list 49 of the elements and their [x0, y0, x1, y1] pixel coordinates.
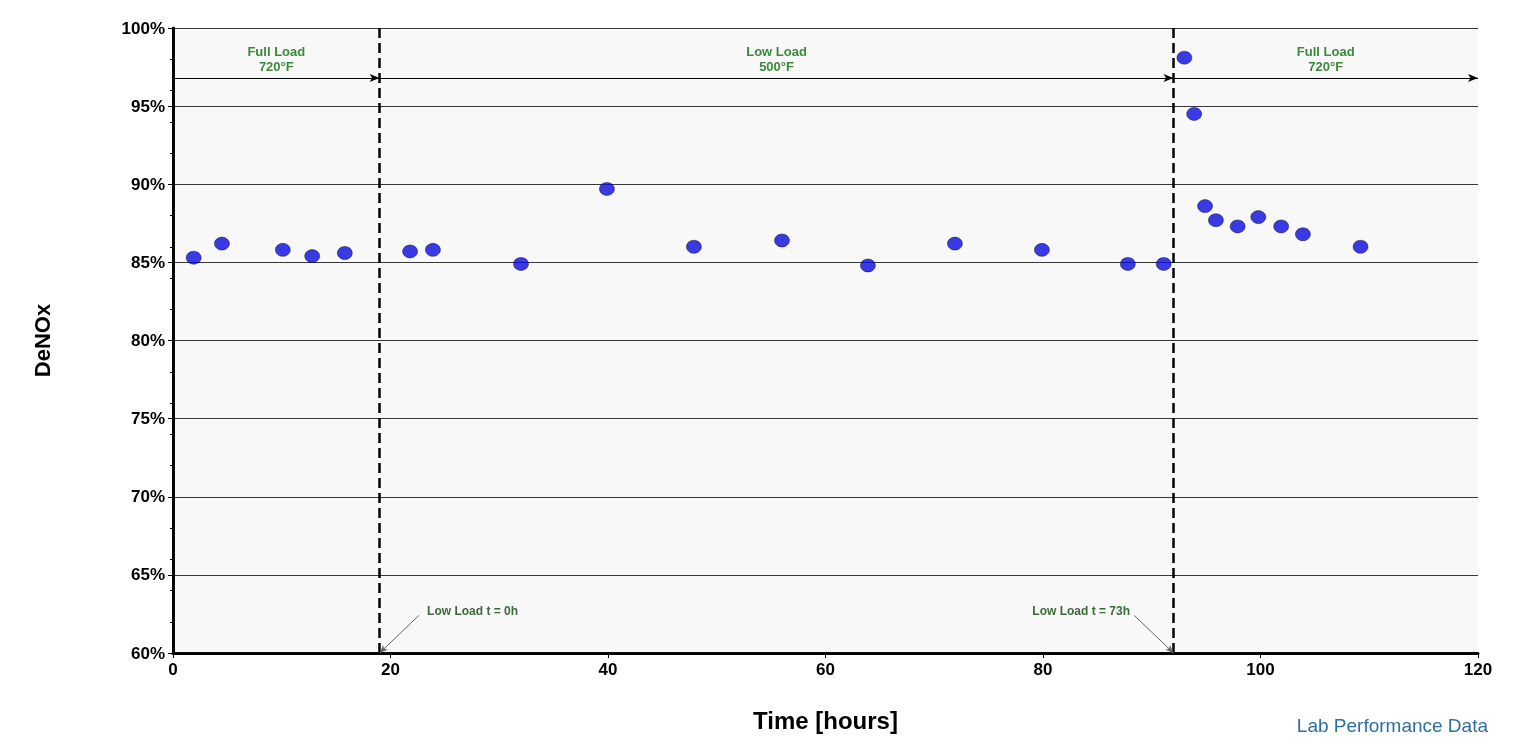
point: [686, 240, 702, 254]
point: [1034, 243, 1050, 257]
point: [774, 233, 790, 248]
y-tick-label: 90%: [130, 174, 165, 194]
point: [1197, 199, 1213, 213]
x-tick-label: 80: [1033, 660, 1053, 679]
point: [1186, 107, 1202, 121]
y-tick-label: 60%: [130, 643, 165, 663]
point: [1273, 219, 1289, 234]
point: [185, 250, 202, 265]
point: [1352, 240, 1369, 254]
point: [1229, 219, 1246, 234]
band-label: Full Load 720°F: [1296, 44, 1355, 74]
annotation: Low Load t = 73h: [1032, 604, 1131, 619]
point: [1250, 210, 1267, 224]
point: [1295, 227, 1311, 241]
y-tick-label: 95%: [130, 96, 165, 116]
point: [275, 243, 291, 257]
point: [425, 243, 441, 257]
band-label: Low Load 500°F: [746, 44, 807, 74]
point: [513, 257, 529, 271]
point: [402, 244, 418, 259]
x-tick-label: 100: [1246, 660, 1275, 679]
point: [1155, 257, 1172, 271]
y-tick-label: 75%: [130, 409, 165, 429]
point: [860, 258, 876, 273]
x-axis-title: Time [hours]: [753, 706, 898, 734]
point: [599, 182, 615, 196]
y-axis-title: DeNOx: [29, 303, 55, 378]
y-tick-label: 80%: [130, 331, 165, 350]
band-label: Full Load 720°F: [247, 44, 306, 74]
y-tick-label: 65%: [130, 565, 165, 585]
x-tick-label: 40: [598, 660, 618, 679]
x-tick-label: 120: [1463, 660, 1493, 679]
point: [214, 236, 230, 251]
x-tick-label: 60: [816, 660, 835, 679]
point: [304, 249, 320, 263]
point: [1176, 50, 1193, 65]
y-tick-label: 100%: [121, 18, 165, 38]
x-tick-label: 20: [381, 660, 400, 679]
y-tick-label: 85%: [130, 252, 165, 272]
point: [337, 246, 353, 260]
point: [1120, 257, 1136, 271]
annotation: Low Load t = 0h: [427, 604, 519, 619]
point: [1208, 213, 1224, 227]
point: [947, 236, 963, 251]
y-tick-label: 70%: [130, 487, 165, 507]
x-tick-label: 0: [168, 660, 178, 679]
text: Lab Performance Data: [1296, 715, 1489, 736]
